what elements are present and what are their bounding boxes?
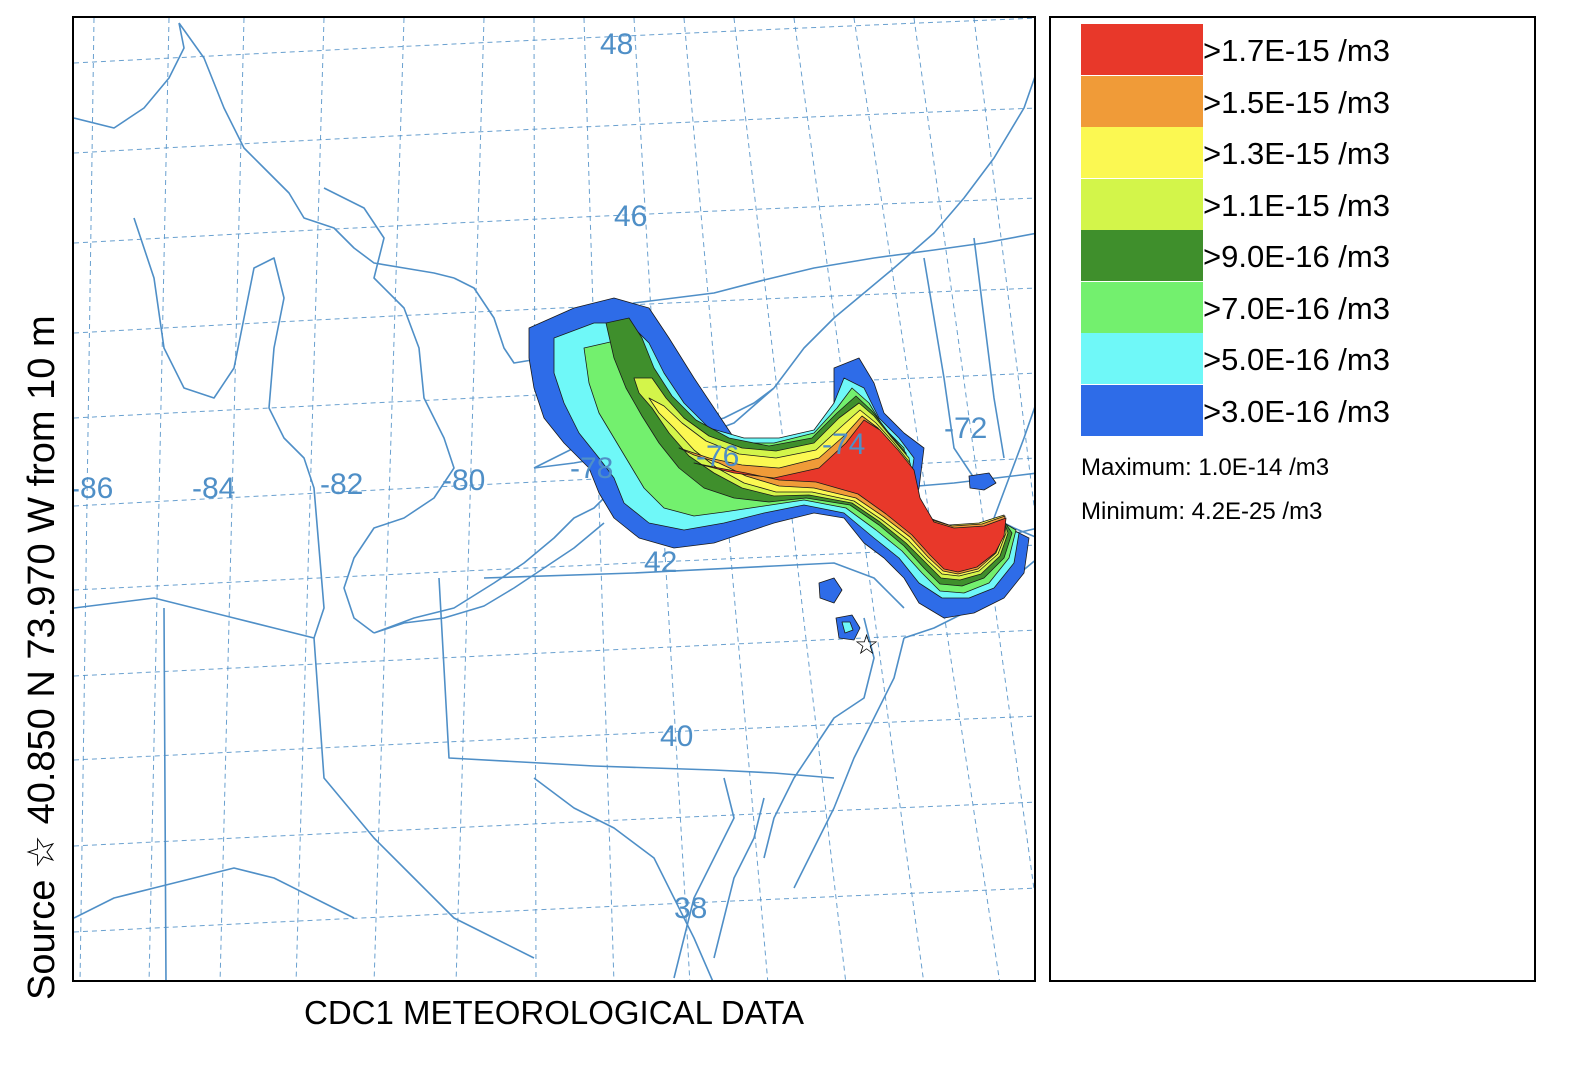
legend-color-swatch: [1081, 281, 1203, 333]
meridian-72: [973, 18, 1034, 510]
legend-label: >7.0E-16 /m3: [1203, 290, 1390, 326]
source-location-marker: ☆: [854, 628, 879, 661]
legend-label: >1.3E-15 /m3: [1203, 136, 1390, 171]
lat-label-46: 46: [614, 200, 647, 233]
meridian-80: [533, 18, 537, 980]
lat-label-40: 40: [660, 720, 693, 753]
plume-band-1-7e-15: [693, 419, 1007, 573]
parallel-39: [74, 801, 1034, 847]
legend-row: >9.0E-16 /m3: [1081, 230, 1521, 281]
lake-superior-shore: [74, 22, 455, 279]
legend-row: >1.7E-15 /m3: [1081, 24, 1521, 75]
legend-color-swatch: [1081, 178, 1203, 230]
parallel-42: [74, 544, 1034, 591]
plume-blob-small-3: [968, 472, 997, 491]
meridian-74: [853, 18, 1000, 980]
legend-label: >1.7E-15 /m3: [1203, 33, 1390, 68]
parallel-45: [74, 287, 1034, 334]
grid-labels: -86 -84 -82 -80 -78 -76 -74 -72 48 46 42…: [74, 28, 987, 925]
meridian-86: [79, 18, 95, 980]
legend-label: >5.0E-16 /m3: [1203, 342, 1390, 377]
lat-label-48: 48: [600, 28, 633, 61]
parallel-43: [74, 457, 1034, 507]
lat-label-42: 42: [644, 546, 677, 579]
ny-pa-border: [483, 562, 905, 609]
kentucky-border: [74, 867, 355, 919]
legend-color-swatch: [1081, 230, 1203, 281]
meridian-85: [148, 18, 170, 980]
legend-color-swatch: [1081, 384, 1203, 436]
plume-blob-small-1: [818, 577, 843, 604]
georgian-bay-shore: [453, 232, 1034, 364]
lon-label-78: -78: [570, 452, 613, 485]
lon-label-72: -72: [944, 412, 987, 445]
st-lawrence-river: [773, 77, 1034, 389]
maximum-value: Maximum: 1.0E-14 /m3: [1081, 454, 1330, 481]
minimum-value: Minimum: 4.2E-25 /m3: [1081, 498, 1323, 525]
lon-label-84: -84: [192, 472, 235, 505]
map-canvas: -86 -84 -82 -80 -78 -76 -74 -72 48 46 42…: [74, 18, 1034, 980]
vermont-border: [923, 257, 975, 479]
lon-label-76: -76: [696, 440, 739, 473]
legend-label: >1.1E-15 /m3: [1203, 187, 1390, 223]
lake-michigan-shore: [74, 217, 325, 639]
lon-label-80: -80: [442, 464, 485, 497]
meridian-81: [455, 18, 485, 980]
legend-panel: >1.7E-15 /m3 >1.5E-15 /m3 >1.3E-15 /m3 >1.1…: [1049, 16, 1536, 982]
legend-row: >1.1E-15 /m3: [1081, 178, 1521, 230]
new-jersey-coast: [763, 617, 905, 889]
meteorological-data-caption: CDC1 METEOROLOGICAL DATA: [304, 994, 804, 1031]
legend-color-swatch: [1081, 333, 1203, 384]
lat-label-38: 38: [674, 892, 707, 925]
legend-label: >3.0E-16 /m3: [1203, 393, 1390, 429]
legend-row: >5.0E-16 /m3: [1081, 333, 1521, 384]
parallel-46: [74, 197, 1034, 244]
lon-label-82: -82: [320, 468, 363, 501]
meridian-83: [295, 18, 325, 980]
legend-label: >1.5E-15 /m3: [1203, 84, 1390, 120]
legend-row: >1.3E-15 /m3: [1081, 127, 1521, 178]
concentration-plume: [528, 297, 1030, 641]
parallel-38: [74, 887, 1034, 933]
lake-huron-shore: [323, 187, 455, 634]
map-panel: -86 -84 -82 -80 -78 -76 -74 -72 48 46 42…: [72, 16, 1036, 982]
chesapeake-bay: [673, 777, 765, 979]
plume-blob-small-4: [841, 621, 854, 634]
meridian-84: [219, 18, 245, 980]
legend-color-swatch: [1081, 24, 1203, 75]
source-location-text: Source ☆ 40.850 N 73.970 W from 10 m: [21, 315, 62, 1000]
graticule: [74, 18, 1034, 980]
parallel-47: [74, 107, 1034, 154]
legend-color-swatch: [1081, 127, 1203, 178]
nh-border: [973, 237, 1005, 459]
legend-color-swatch: [1081, 75, 1203, 127]
parallel-41: [74, 629, 1034, 677]
meridian-82: [373, 18, 405, 980]
legend-row: >1.5E-15 /m3: [1081, 75, 1521, 127]
meridian-73: [913, 18, 1034, 893]
legend-label: >9.0E-16 /m3: [1203, 239, 1390, 274]
legend-row: >7.0E-16 /m3: [1081, 281, 1521, 333]
meridian-79: [583, 18, 615, 980]
legend-row: >3.0E-16 /m3: [1081, 384, 1521, 436]
lake-erie-shore: [373, 477, 635, 634]
wv-va-border: [533, 777, 714, 980]
parallel-48: [74, 18, 1034, 64]
ohio-border: [163, 607, 535, 980]
parallel-40: [74, 715, 1034, 761]
source-location-label: Source ☆ 40.850 N 73.970 W from 10 m: [21, 315, 62, 1000]
pa-md-border: [438, 577, 835, 779]
lon-label-74: -74: [822, 428, 865, 461]
lon-label-86: -86: [74, 472, 113, 505]
